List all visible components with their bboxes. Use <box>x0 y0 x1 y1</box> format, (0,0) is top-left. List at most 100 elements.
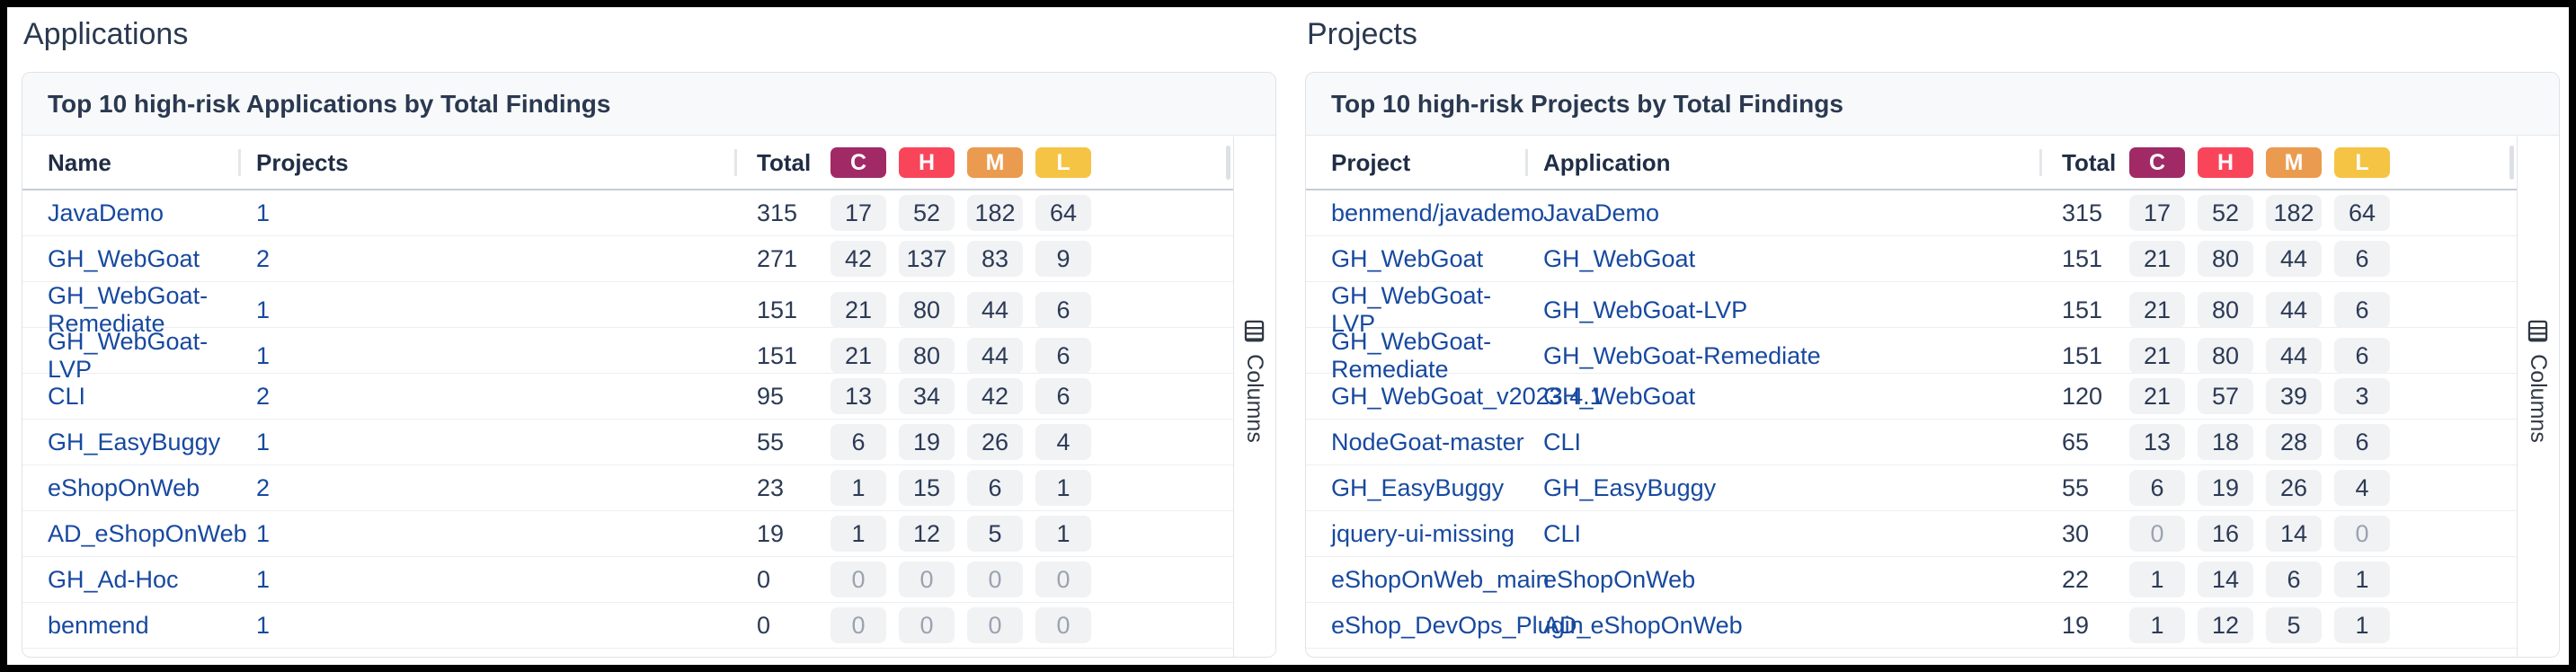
columns-picker-label: Columns <box>1242 354 1268 443</box>
name-link[interactable]: AD_eShopOnWeb <box>48 519 247 547</box>
table-cell: 1 <box>824 511 893 556</box>
table-cell: GH_WebGoat <box>1306 236 1525 281</box>
projects-link[interactable]: 1 <box>256 565 271 593</box>
application-link[interactable]: GH_WebGoat <box>1543 244 1696 272</box>
table-cell: 17 <box>824 190 893 235</box>
project-link[interactable]: GH_WebGoat <box>1331 244 1484 272</box>
severity-count-m: 83 <box>967 241 1023 277</box>
table-cell: 13 <box>824 374 893 419</box>
table-cell: 42 <box>824 236 893 281</box>
projects-link[interactable]: 1 <box>256 428 271 455</box>
table-cell: 14 <box>2260 511 2328 556</box>
column-header-project[interactable]: Project <box>1331 148 1411 176</box>
projects-link[interactable]: 1 <box>256 611 271 639</box>
application-link[interactable]: CLI <box>1543 519 1582 547</box>
application-link[interactable]: GH_WebGoat-LVP <box>1543 296 1748 323</box>
projects-link[interactable]: 1 <box>256 296 271 323</box>
projects-link[interactable]: 1 <box>256 519 271 547</box>
table-cell <box>2396 603 2517 648</box>
total-value: 315 <box>2062 199 2103 226</box>
column-header-critical[interactable]: C <box>824 137 893 189</box>
projects-link[interactable]: 1 <box>256 341 271 369</box>
table-cell: 52 <box>893 190 961 235</box>
application-link[interactable]: AD_eShopOnWeb <box>1543 611 1743 639</box>
column-header-medium[interactable]: M <box>961 137 1029 189</box>
application-link[interactable]: JavaDemo <box>1543 199 1660 226</box>
table-cell: 22 <box>2039 557 2123 602</box>
name-link[interactable]: GH_WebGoat <box>48 244 200 272</box>
table-cell: AD_eShopOnWeb <box>1525 603 2039 648</box>
name-link[interactable]: GH_WebGoat-LVP <box>48 328 209 383</box>
column-header-total[interactable]: Total <box>2039 137 2123 189</box>
table-cell: GH_WebGoat-Remediate <box>1525 328 2039 384</box>
table-cell: GH_EasyBuggy <box>1306 465 1525 510</box>
severity-count-m: 0 <box>967 561 1023 597</box>
projects-link[interactable]: 2 <box>256 382 271 410</box>
name-link[interactable]: eShopOnWeb <box>48 473 200 501</box>
projects-link[interactable]: 2 <box>256 473 271 501</box>
project-link[interactable]: eShop_DevOps_Plugin <box>1331 611 1584 639</box>
table-cell: 182 <box>2260 190 2328 235</box>
table-cell: 80 <box>2191 236 2260 281</box>
column-header-critical[interactable]: C <box>2123 137 2191 189</box>
severity-count-c: 6 <box>2129 470 2185 506</box>
project-link[interactable]: benmend/javademo <box>1331 199 1545 226</box>
column-header-total[interactable]: Total <box>734 137 824 189</box>
name-link[interactable]: GH_Ad-Hoc <box>48 565 179 593</box>
high-badge: H <box>2198 147 2253 178</box>
projects-link[interactable]: 2 <box>256 244 271 272</box>
table-cell: 315 <box>734 190 824 235</box>
column-header-low[interactable]: L <box>1029 137 1097 189</box>
application-link[interactable]: CLI <box>1543 428 1582 455</box>
projects-link[interactable]: 1 <box>256 199 271 226</box>
project-link[interactable]: GH_WebGoat-Remediate <box>1331 328 1492 383</box>
table-cell: 120 <box>2039 374 2123 419</box>
columns-picker-button[interactable]: Columns <box>1233 137 1275 657</box>
column-header-low[interactable]: L <box>2328 137 2396 189</box>
table-cell: 1 <box>238 420 734 464</box>
column-header-high[interactable]: H <box>893 137 961 189</box>
project-link[interactable]: GH_WebGoat-LVP <box>1331 282 1492 337</box>
project-link[interactable]: NodeGoat-master <box>1331 428 1524 455</box>
name-link[interactable]: benmend <box>48 611 149 639</box>
table-row: JavaDemo 1 315 17 52 182 64 <box>22 190 1233 236</box>
column-header-application[interactable]: Application <box>1525 137 2039 189</box>
application-link[interactable]: GH_WebGoat-Remediate <box>1543 341 1821 369</box>
table-cell: 55 <box>2039 465 2123 510</box>
name-link[interactable]: JavaDemo <box>48 199 164 226</box>
columns-picker-label: Columns <box>2526 354 2552 443</box>
table-row: eShop_DevOps_Plugin AD_eShopOnWeb 19 1 12 5 1 <box>1306 603 2517 649</box>
table-row: GH_WebGoat-LVP 1 151 21 80 44 6 <box>22 328 1233 383</box>
column-header-high[interactable]: H <box>2191 137 2260 189</box>
column-header-medium[interactable]: M <box>2260 137 2328 189</box>
table-row: GH_WebGoat-Remediate GH_WebGoat-Remediate… <box>1306 328 2517 383</box>
name-link[interactable]: GH_WebGoat-Remediate <box>48 282 209 337</box>
application-link[interactable]: eShopOnWeb <box>1543 565 1696 593</box>
table-cell: eShopOnWeb <box>1525 557 2039 602</box>
severity-count-h: 80 <box>2198 241 2253 277</box>
project-link[interactable]: eShopOnWeb_main <box>1331 565 1550 593</box>
project-link[interactable]: jquery-ui-missing <box>1331 519 1515 547</box>
table-cell: 2 <box>238 374 734 419</box>
table-cell: 19 <box>2039 603 2123 648</box>
name-link[interactable]: GH_EasyBuggy <box>48 428 221 455</box>
table-cell: benmend/javademo <box>1306 190 1544 235</box>
table-cell <box>2396 511 2517 556</box>
table-cell: 271 <box>734 236 824 281</box>
column-header-name[interactable]: Name <box>48 148 111 176</box>
project-link[interactable]: GH_WebGoat_v2023.4.1 <box>1331 382 1603 410</box>
table-cell: 13 <box>2123 420 2191 464</box>
column-header-projects[interactable]: Projects <box>238 137 734 189</box>
application-link[interactable]: GH_WebGoat <box>1543 382 1696 410</box>
name-link[interactable]: CLI <box>48 382 86 410</box>
table-cell: GH_WebGoat_v2023.4.1 <box>1306 374 1603 419</box>
table-body: benmend/javademo JavaDemo 315 17 52 182 64 GH_W… <box>1306 190 2517 649</box>
project-link[interactable]: GH_EasyBuggy <box>1331 473 1505 501</box>
table-cell: 80 <box>893 328 961 384</box>
table-cell: 0 <box>961 557 1029 602</box>
table-cell: 1 <box>238 511 734 556</box>
severity-count-m: 44 <box>967 292 1023 328</box>
severity-count-m: 39 <box>2266 378 2322 414</box>
columns-picker-button[interactable]: Columns <box>2517 137 2559 657</box>
application-link[interactable]: GH_EasyBuggy <box>1543 473 1717 501</box>
